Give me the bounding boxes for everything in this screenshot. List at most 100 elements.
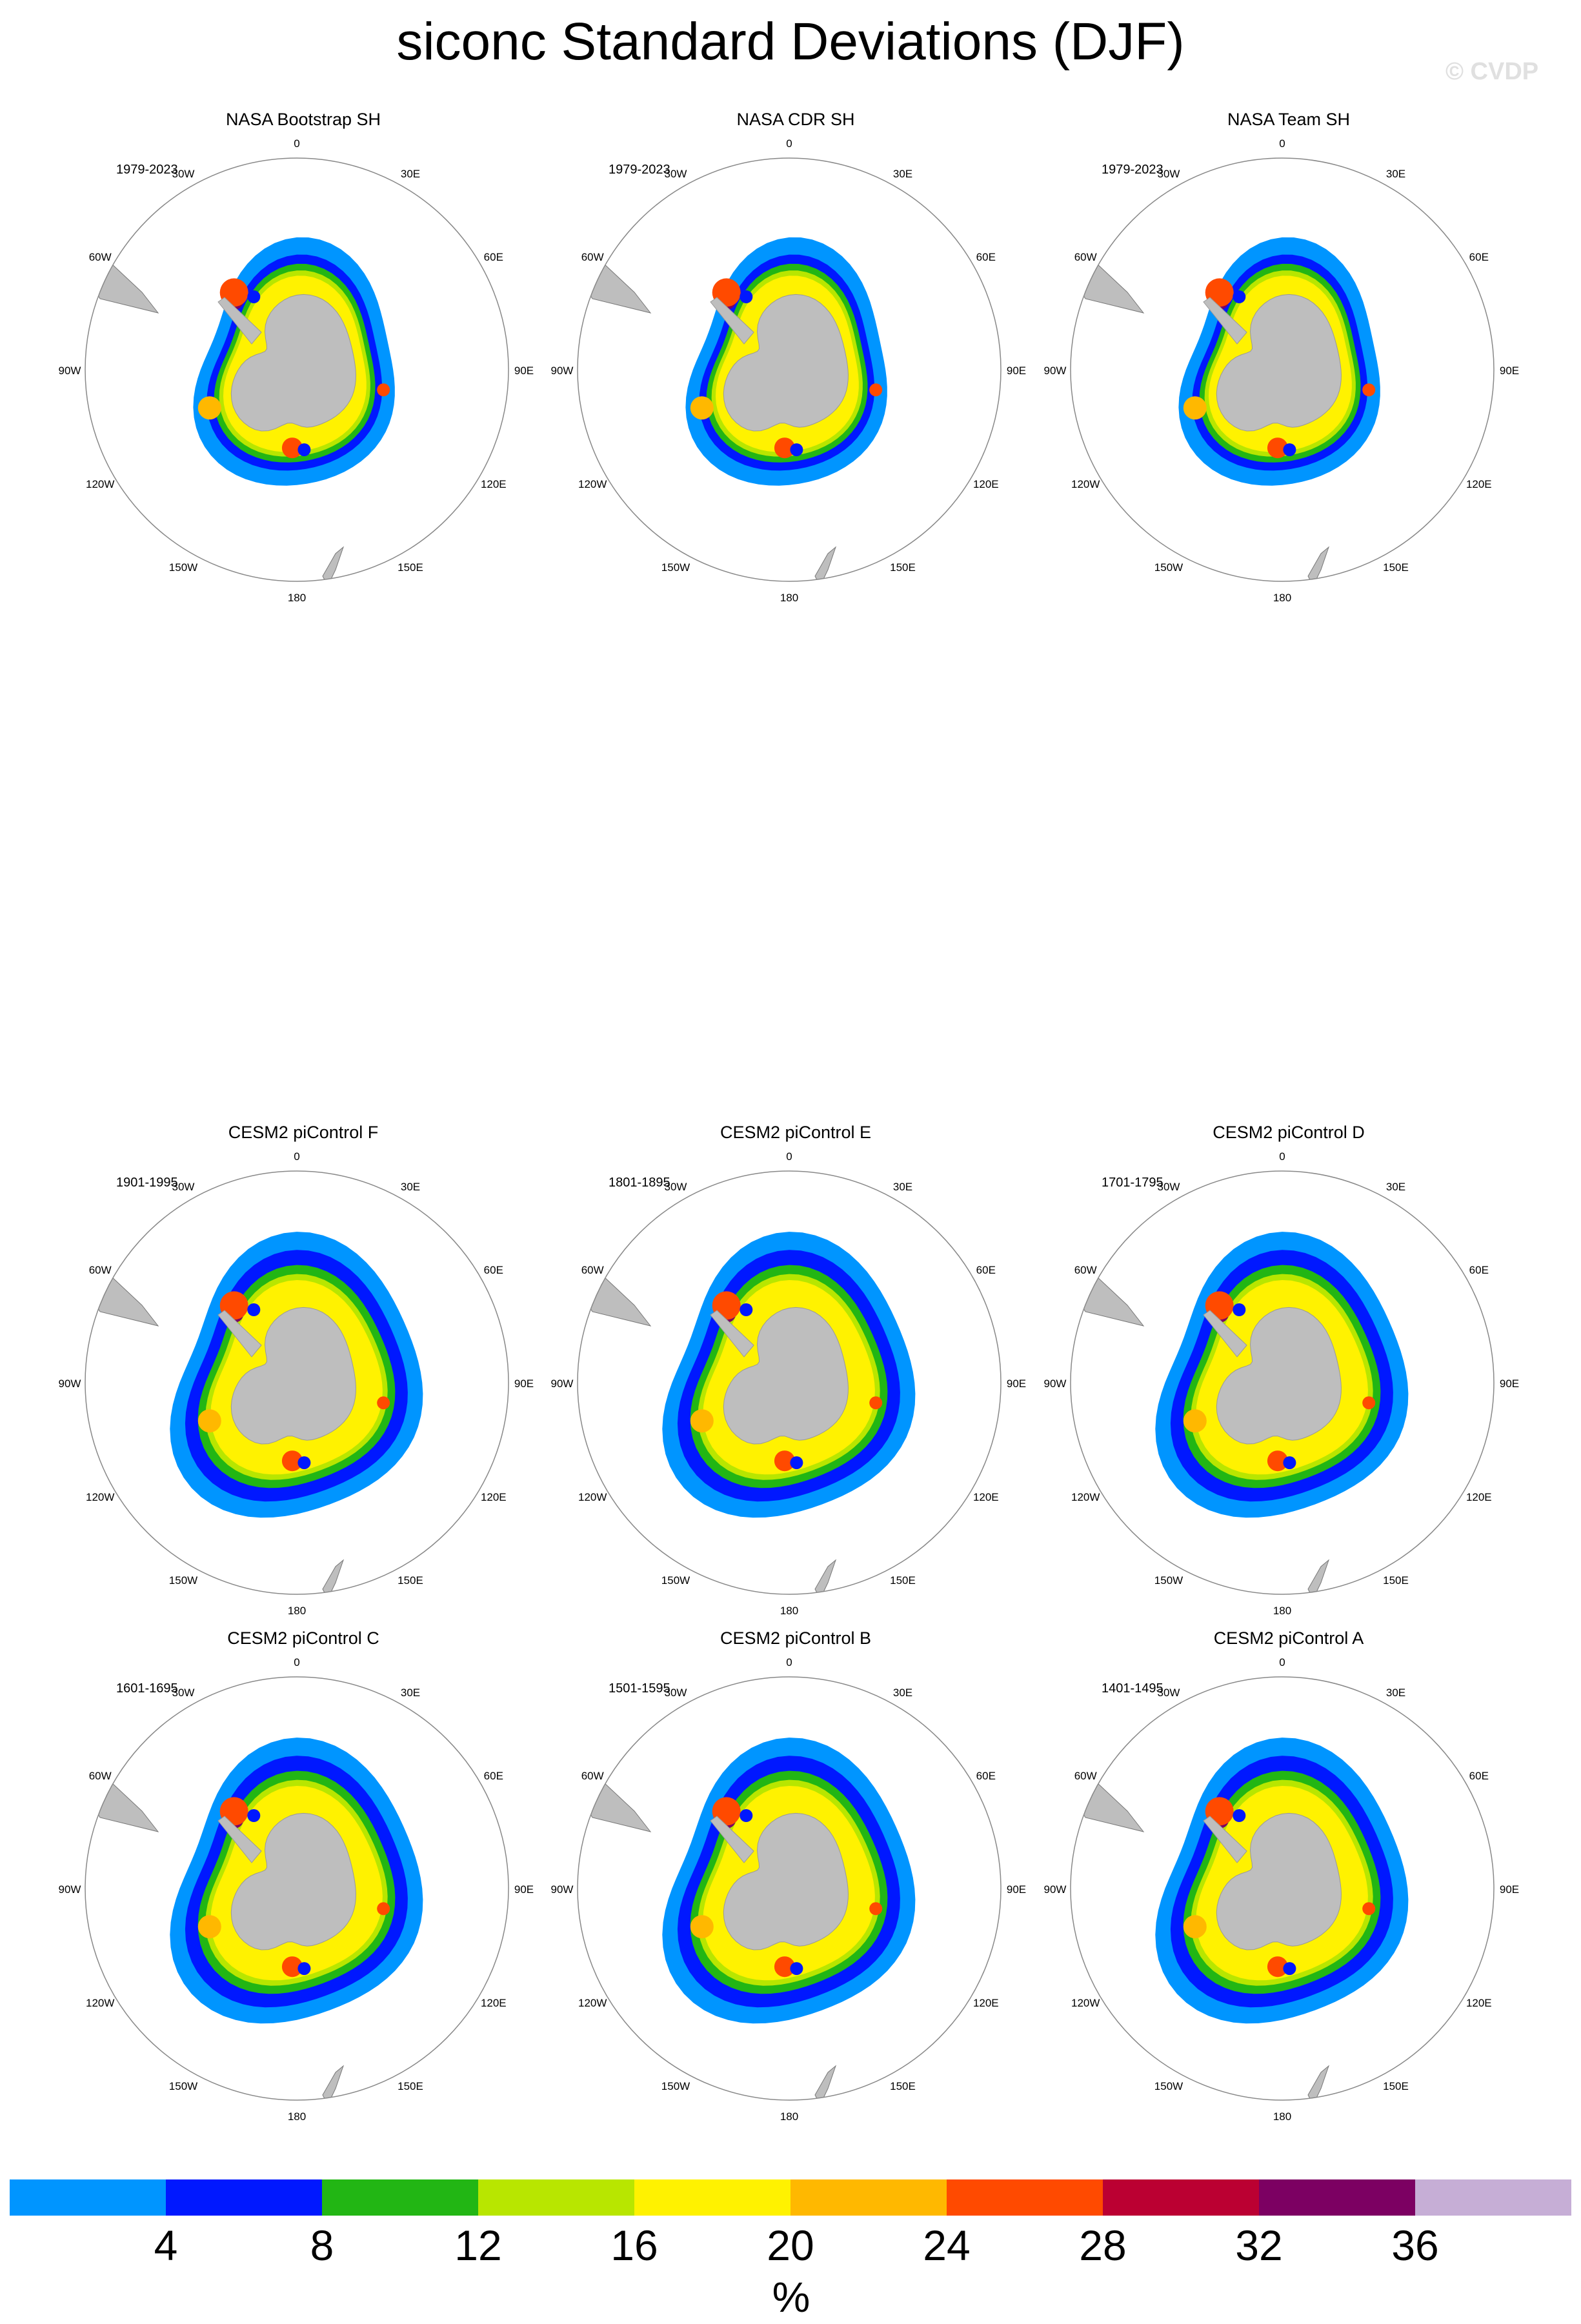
lon-label: 120W [578,478,607,490]
lon-label: 180 [780,2110,798,2123]
panel-title: CESM2 piControl F [228,1123,379,1142]
lon-label: 0 [786,1150,792,1163]
map-border [577,1170,1002,1595]
tasmania-land [914,1547,932,1561]
lon-label: 30E [1386,1687,1405,1699]
panel-years: 1701-1795 [1102,1176,1163,1190]
lon-label: 90E [1007,1883,1026,1896]
lon-label: 180 [288,592,306,604]
std-hotspot [869,383,883,397]
map-panel: CESM2 piControl E 0 30E 60E 90E 120E 150E 180 15… [531,1123,1060,1617]
lon-label: 120E [481,478,507,490]
lon-label: 150E [890,1574,916,1587]
lon-label: 90E [514,1377,534,1390]
lon-label: 0 [786,1656,792,1668]
map-panel: NASA CDR SH 0 30E 60E 90E 120E 150E 180 150W 120W… [531,110,1060,604]
std-hotspot [1183,396,1207,420]
colorbar-segment [478,2179,635,2216]
lon-label: 120W [1071,1491,1100,1503]
std-hotspot [740,1303,753,1316]
lon-label: 120W [1071,1997,1100,2009]
lon-label: 0 [1279,1656,1285,1668]
antarctica-land [723,294,849,432]
std-hotspot [377,1902,390,1916]
std-hotspot [297,1962,311,1976]
lon-label: 180 [780,592,798,604]
antarctica-land [230,294,356,432]
polar-map: 0 30E 60E 90E 120E 150E 180 150W 120W 90W 60W 30W [59,137,534,604]
lon-label: 150W [169,2080,197,2092]
colorbar-tick-label: 24 [923,2221,971,2269]
lon-label: 180 [780,1605,798,1617]
std-hotspot [197,1915,221,1939]
panel-years: 1601-1695 [116,1681,178,1696]
std-hotspot [197,396,221,420]
tasmania-land [1407,2052,1425,2067]
std-hotspot [690,396,714,420]
map-panel: CESM2 piControl A 0 30E 60E 90E 120E 150E 180 15… [1024,1628,1553,2123]
lon-label: 90W [1044,1377,1067,1390]
south-america-land [578,1762,652,1832]
std-hotspot [1362,383,1376,397]
lon-label: 150W [661,561,690,574]
lon-label: 150E [1383,2080,1409,2092]
panel-title: NASA CDR SH [736,110,855,129]
colorbar-segment [1103,2179,1260,2216]
lon-label: 150E [398,2080,423,2092]
lon-label: 90E [1500,1377,1519,1390]
lon-label: 30E [1386,1181,1405,1193]
lon-label: 0 [294,1150,299,1163]
lon-label: 30E [401,1687,420,1699]
colorbar-tick-label: 20 [767,2221,814,2269]
lon-label: 30W [1158,168,1180,180]
lon-label: 90W [551,365,574,377]
std-hotspot [1183,1409,1207,1433]
lon-label: 30W [1158,1687,1180,1699]
colorbar-tick-label: 32 [1235,2221,1283,2269]
antarctic-peninsula [217,297,262,345]
std-hotspot [281,437,303,459]
colorbar-segment [1415,2179,1571,2216]
lon-label: 60E [484,1264,503,1276]
lon-label: 30W [665,1181,687,1193]
map-panel: CESM2 piControl D 0 30E 60E 90E 120E 150E 180 15… [1024,1123,1553,1617]
std-hotspot [281,1450,303,1472]
panel-years: 1401-1495 [1102,1681,1163,1696]
lon-label: 0 [1279,137,1285,150]
south-america-land [578,1256,652,1327]
std-hotspot [1233,290,1246,303]
lon-label: 120W [578,1491,607,1503]
lon-label: 180 [288,2110,306,2123]
std-hotspot [1283,443,1296,457]
lon-label: 0 [294,1656,299,1668]
lon-label: 30W [665,168,687,180]
lon-label: 30E [893,1181,912,1193]
lon-label: 120E [1466,1491,1492,1503]
panel-years: 1979-2023 [116,163,178,177]
lon-label: 120E [481,1997,507,2009]
lon-label: 0 [294,137,299,150]
lon-label: 90E [1007,1377,1026,1390]
tasmania-land [422,2052,439,2067]
std-hotspot [1183,1915,1207,1939]
lon-label: 120W [1071,478,1100,490]
map-panel: CESM2 piControl B 0 30E 60E 90E 120E 150E 180 15… [531,1628,1060,2123]
std-hotspot [869,1396,883,1410]
lon-label: 30W [172,1687,195,1699]
polar-map: 0 30E 60E 90E 120E 150E 180 150W 120W 90W 60W 30W [551,137,1027,604]
std-hotspot [790,1962,803,1976]
new-zealand-land [814,546,837,581]
watermark: © CVDP [1445,58,1539,85]
std-hotspot [247,1303,261,1316]
std-hotspot [297,443,311,457]
lon-label: 120W [578,1997,607,2009]
lon-label: 30W [172,1181,195,1193]
lon-label: 120E [973,1491,999,1503]
colorbar-units: % [772,2273,811,2321]
south-america-land [578,243,652,314]
lon-label: 30W [172,168,195,180]
lon-label: 120W [86,478,114,490]
lon-label: 60W [1074,1264,1097,1276]
std-hotspot [774,437,795,459]
colorbar-tick-label: 12 [454,2221,502,2269]
